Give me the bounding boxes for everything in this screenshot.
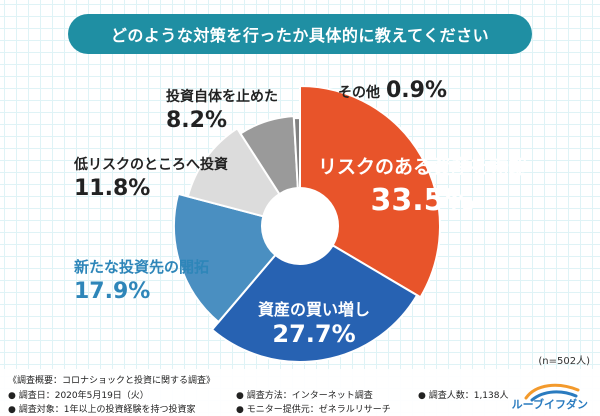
chart-title: どのような対策を行ったか具体的に教えてください [68,14,532,54]
label-stop-investing: 投資自体を止めた 8.2% [166,89,278,133]
donut-hole [262,188,338,264]
brand-logo-text: ルーブイフダン [511,398,588,411]
label-other: その他 0.9% [338,78,448,103]
survey-footer [0,369,600,416]
survey-count: ● 調査人数：1,138人 [418,391,509,401]
label-buy-more-assets: 資産の買い増し 27.7% [258,300,371,348]
survey-date: ● 調査日：2020年5月19日（火） [8,391,149,401]
survey-provider: ● モニター提供元：ゼネラルリサーチ [236,405,391,415]
label-low-risk-investment: 低リスクのところへ投資 11.8% [74,157,228,201]
label-new-investment: 新たな投資先の開拓 17.9% [74,258,210,304]
survey-target: ● 調査対象：1年以上の投資経験を持つ投資家 [8,405,196,415]
brand-logo-icon [524,383,580,402]
survey-overview: 《調査概要：コロナショックと投資に関する調査》 [8,376,216,386]
survey-method: ● 調査方法：インターネット調査 [236,391,373,401]
label-risk-asset-sale: リスクのある資産を売却 33.5% [318,156,528,218]
sample-size: (n=502人) [538,356,590,367]
